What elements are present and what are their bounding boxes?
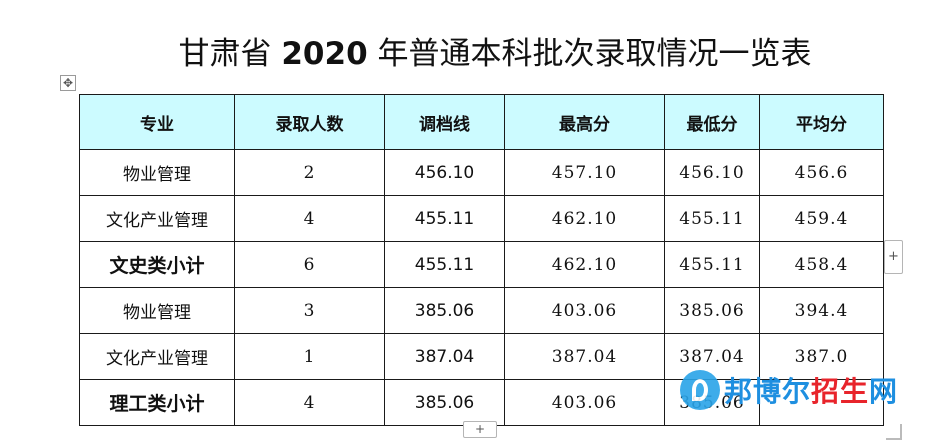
- table-row: 物业管理 3 385.06 403.06 385.06 394.4: [79, 287, 884, 334]
- cell-major[interactable]: 文化产业管理: [79, 195, 235, 242]
- page-title: 甘肃省 2020 年普通本科批次录取情况一览表: [0, 34, 935, 74]
- header-max[interactable]: 最高分: [504, 94, 665, 150]
- wm-text-blue: 邦博尔: [724, 375, 812, 408]
- subtotal-row: 文史类小计 6 455.11 462.10 455.11 458.4: [79, 241, 884, 288]
- header-count[interactable]: 录取人数: [234, 94, 385, 150]
- header-min[interactable]: 最低分: [664, 94, 760, 150]
- cell-cutoff[interactable]: 385.06: [384, 287, 505, 334]
- cell-major[interactable]: 理工类小计: [79, 379, 235, 426]
- header-major[interactable]: 专业: [79, 94, 235, 150]
- title-prefix: 甘肃省: [178, 36, 282, 72]
- cell-cutoff[interactable]: 455.11: [384, 241, 505, 288]
- cell-max[interactable]: 403.06: [504, 379, 665, 426]
- cell-cutoff[interactable]: 387.04: [384, 333, 505, 380]
- table-move-handle-icon[interactable]: ✥: [60, 75, 76, 91]
- wm-text-blue2: 网: [869, 375, 899, 408]
- watermark: 邦博尔招生网: [680, 370, 898, 410]
- cell-avg[interactable]: 394.4: [759, 287, 884, 334]
- cell-avg[interactable]: 456.6: [759, 149, 884, 196]
- table-header-row: 专业 录取人数 调档线 最高分 最低分 平均分: [79, 94, 884, 150]
- add-column-button[interactable]: +: [884, 240, 903, 274]
- cell-min[interactable]: 385.06: [664, 287, 760, 334]
- cell-major[interactable]: 文史类小计: [79, 241, 235, 288]
- cell-max[interactable]: 457.10: [504, 149, 665, 196]
- cell-avg[interactable]: 458.4: [759, 241, 884, 288]
- add-row-button[interactable]: +: [463, 421, 497, 438]
- cell-count[interactable]: 2: [234, 149, 385, 196]
- cell-cutoff[interactable]: 385.06: [384, 379, 505, 426]
- cell-max[interactable]: 462.10: [504, 241, 665, 288]
- cell-cutoff[interactable]: 456.10: [384, 149, 505, 196]
- wm-text-red: 招生: [811, 375, 870, 408]
- cell-min[interactable]: 456.10: [664, 149, 760, 196]
- cell-count[interactable]: 6: [234, 241, 385, 288]
- table-row: 物业管理 2 456.10 457.10 456.10 456.6: [79, 149, 884, 196]
- title-year: 2020: [281, 36, 368, 72]
- cell-avg[interactable]: [759, 379, 884, 426]
- cell-count[interactable]: 4: [234, 379, 385, 426]
- cell-min[interactable]: 455.11: [664, 241, 760, 288]
- cell-min[interactable]: 455.11: [664, 195, 760, 242]
- header-avg[interactable]: 平均分: [759, 94, 884, 150]
- cell-max[interactable]: 462.10: [504, 195, 665, 242]
- cell-major[interactable]: 文化产业管理: [79, 333, 235, 380]
- cell-major[interactable]: 物业管理: [79, 287, 235, 334]
- admission-table: 专业 录取人数 调档线 最高分 最低分 平均分 物业管理 2 456.10 457.1…: [79, 94, 884, 426]
- cell-max[interactable]: 403.06: [504, 287, 665, 334]
- cell-count[interactable]: 3: [234, 287, 385, 334]
- table-resize-handle[interactable]: [886, 424, 902, 440]
- cell-count[interactable]: 4: [234, 195, 385, 242]
- header-cutoff[interactable]: 调档线: [384, 94, 505, 150]
- cell-max[interactable]: 387.04: [504, 333, 665, 380]
- bang-logo-icon: [680, 370, 720, 410]
- cell-avg[interactable]: 459.4: [759, 195, 884, 242]
- cell-min[interactable]: 387.04: [664, 333, 760, 380]
- table-row: 文化产业管理 1 387.04 387.04 387.04 387.0: [79, 333, 884, 380]
- title-suffix: 年普通本科批次录取情况一览表: [367, 36, 812, 72]
- watermark-text: 邦博尔招生网: [724, 370, 898, 410]
- table-row: 文化产业管理 4 455.11 462.10 455.11 459.4: [79, 195, 884, 242]
- cell-cutoff[interactable]: 455.11: [384, 195, 505, 242]
- cell-major[interactable]: 物业管理: [79, 149, 235, 196]
- cell-count[interactable]: 1: [234, 333, 385, 380]
